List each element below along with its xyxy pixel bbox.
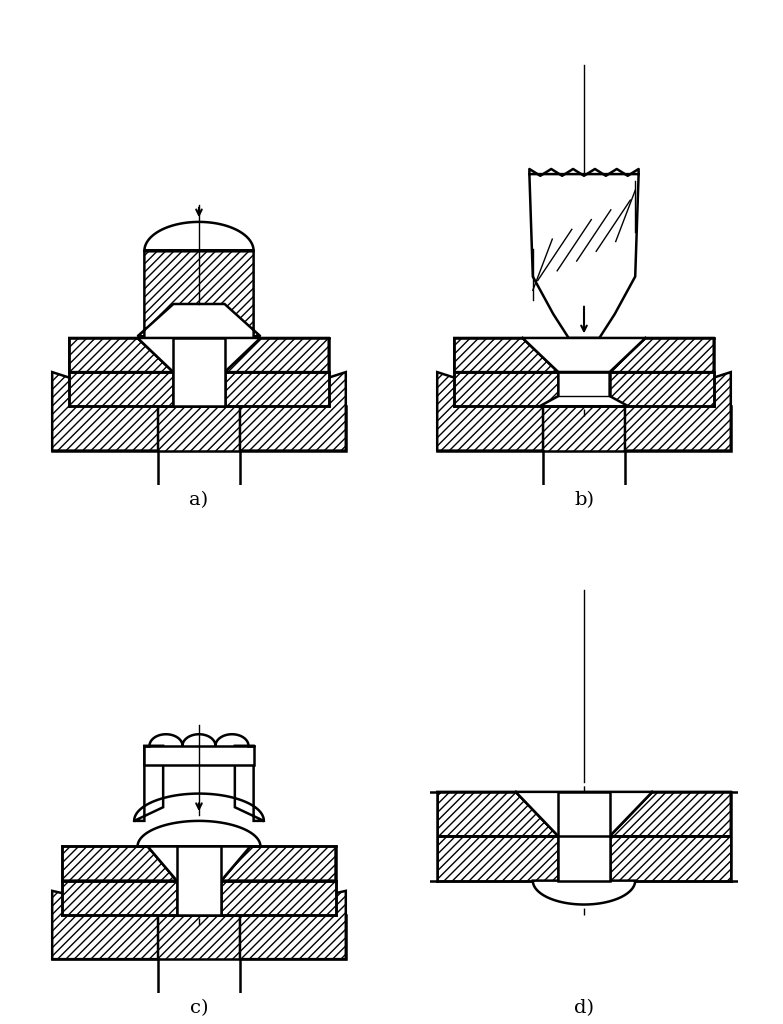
Polygon shape — [138, 251, 261, 336]
Polygon shape — [221, 847, 336, 881]
Polygon shape — [529, 174, 639, 338]
Polygon shape — [52, 891, 158, 959]
Polygon shape — [625, 372, 731, 451]
Polygon shape — [240, 891, 346, 959]
Polygon shape — [221, 881, 336, 914]
Polygon shape — [225, 372, 329, 407]
Text: b): b) — [574, 490, 594, 509]
Bar — [177, 847, 221, 914]
Polygon shape — [516, 792, 652, 837]
Text: d): d) — [574, 999, 594, 1017]
Polygon shape — [240, 372, 346, 451]
Bar — [731, 792, 741, 881]
Polygon shape — [138, 821, 261, 847]
Polygon shape — [522, 338, 645, 372]
Polygon shape — [148, 847, 251, 881]
Bar — [427, 792, 437, 881]
Polygon shape — [63, 881, 177, 914]
Bar — [558, 792, 610, 881]
Polygon shape — [134, 745, 163, 821]
Polygon shape — [225, 338, 329, 372]
Polygon shape — [437, 837, 558, 881]
Polygon shape — [69, 338, 173, 372]
Polygon shape — [539, 372, 629, 407]
Polygon shape — [610, 792, 731, 837]
Polygon shape — [610, 837, 731, 881]
Polygon shape — [138, 338, 261, 372]
Bar — [52, 407, 346, 451]
Text: c): c) — [189, 999, 208, 1017]
Polygon shape — [532, 881, 635, 904]
Polygon shape — [610, 338, 714, 372]
Polygon shape — [63, 847, 177, 881]
Polygon shape — [437, 792, 558, 837]
Polygon shape — [69, 372, 173, 407]
Bar — [173, 338, 225, 407]
Polygon shape — [144, 222, 254, 251]
Bar — [52, 914, 346, 959]
Polygon shape — [437, 372, 543, 451]
Bar — [144, 745, 254, 765]
Polygon shape — [454, 338, 558, 372]
Bar — [437, 407, 731, 451]
Polygon shape — [610, 372, 714, 407]
Polygon shape — [454, 372, 558, 407]
Polygon shape — [52, 372, 158, 451]
Polygon shape — [235, 745, 264, 821]
Text: a): a) — [189, 490, 208, 509]
